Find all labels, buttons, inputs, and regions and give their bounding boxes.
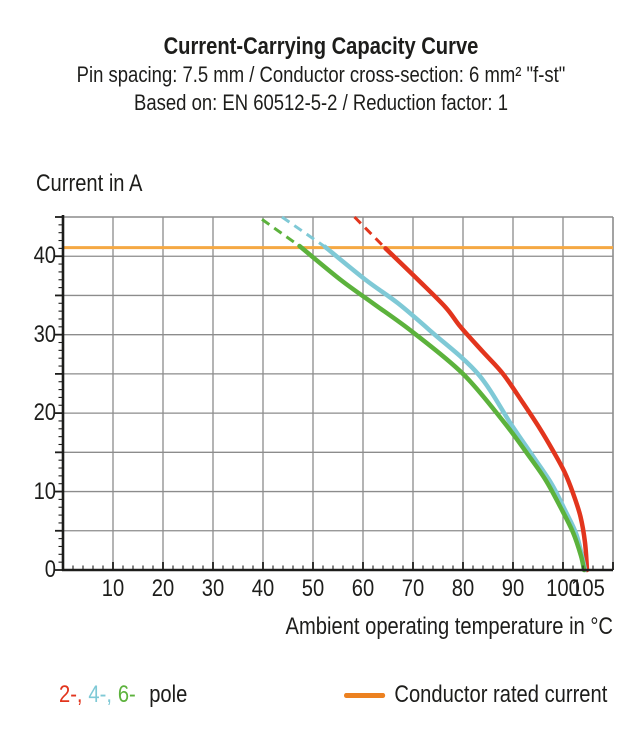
y-axis-title: Current in A [36,170,143,197]
curve-dashed-2-pole [353,215,387,250]
x-tick-label: 70 [401,575,425,602]
y-tick-label: 20 [33,399,56,427]
y-tick-label: 0 [44,556,56,583]
x-axis-title: Ambient operating temperature in °C [285,613,613,640]
x-tick-label: 50 [301,575,325,602]
curve-4-pole [322,244,588,573]
x-tick-label: 30 [201,575,225,602]
curve-dashed-4-pole [281,215,326,249]
x-tick-label: 90 [501,575,525,602]
legend-4pole-label: 4-, [88,681,112,708]
chart-subtitle-basis: Based on: EN 60512-5-2 / Reduction facto… [134,90,508,115]
curve-2-pole [383,246,590,573]
rated-current-label: Conductor rated current [394,681,608,708]
x-tick-label: 60 [351,575,375,602]
legend-2pole-label: 2-, [59,681,83,708]
y-tick-label: 10 [33,477,56,505]
y-tick-label: 40 [33,242,56,270]
legend-pole-curves: 2-, 4-, 6- pole [59,681,187,709]
x-tick-label: 40 [251,575,275,602]
y-tick-label: 30 [33,320,56,348]
x-tick-label: 80 [451,575,475,602]
curve-dashed-6-pole [261,218,301,248]
legend-pole-word: pole [149,681,188,708]
x-tick-label: 20 [151,575,175,602]
x-tick-label: 10 [101,575,125,602]
curve-6-pole [297,243,587,573]
x-tick-label: 105 [571,575,605,602]
legend-6pole-label: 6- [117,681,136,708]
legend-rated-current: Conductor rated current [344,681,607,709]
chart-subtitle-spec: Pin spacing: 7.5 mm / Conductor cross-se… [76,62,566,87]
rated-current-line-swatch [344,692,386,698]
x-tick-label: 100 [546,575,580,602]
chart-title: Current-Carrying Capacity Curve [163,33,479,60]
